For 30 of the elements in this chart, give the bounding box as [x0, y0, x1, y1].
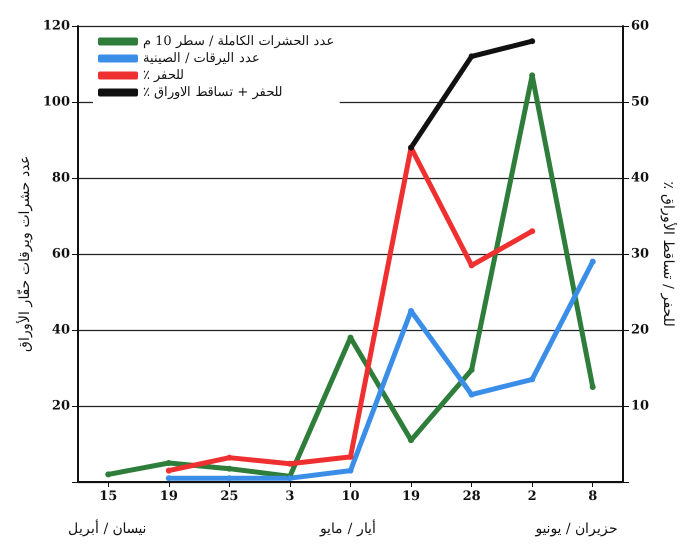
x-tick-label: 25 — [220, 489, 238, 504]
x-tick-label: 3 — [285, 489, 294, 504]
x-tick-label: 15 — [99, 489, 118, 504]
y-axis-title: عدد حشرات ويرقات حفّار الأوراق — [14, 156, 33, 352]
y-tick-label: 120 — [42, 18, 70, 34]
y-tick-label: 100 — [42, 94, 70, 110]
y2-tick-label: 40 — [631, 170, 650, 186]
legend-label: عدد الحشرات الكاملة / سطر 10 م — [143, 34, 335, 49]
y2-axis-title: ٪ للحفر / تساقط الأوراق — [660, 182, 678, 326]
text: نيسان / أبريل — [68, 518, 147, 537]
x-tick-label: 19 — [160, 489, 178, 504]
y2-tick-label: 10 — [631, 398, 650, 414]
y2-tick-label: 50 — [631, 94, 650, 110]
text: أيار / مايو — [319, 518, 376, 537]
x-tick-label: 19 — [402, 489, 420, 504]
y2-tick-label: 30 — [631, 246, 650, 262]
y-tick-label: 60 — [52, 246, 70, 262]
legend-label: ٪ للحفر + تساقط الاوراق — [143, 85, 282, 100]
y-tick-label: 20 — [52, 398, 70, 414]
y-tick-label: 40 — [52, 322, 70, 338]
x-tick-label: 10 — [341, 489, 360, 504]
x-tick-label: 2 — [528, 489, 537, 504]
x-tick-label: 28 — [462, 489, 481, 504]
legend-label: ٪ للحفر — [143, 68, 184, 83]
x-tick-label: 8 — [588, 489, 598, 504]
y-tick-label: 80 — [52, 170, 70, 186]
y2-tick-label: 60 — [631, 18, 650, 34]
y2-tick-label: 20 — [631, 322, 650, 338]
legend-label: عدد اليرقات / الصينية — [143, 51, 260, 66]
text: حزيران / يونيو — [534, 521, 618, 537]
